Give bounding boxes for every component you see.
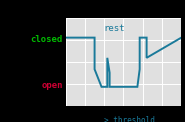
Text: closed: closed [31, 35, 63, 44]
Text: rest: rest [103, 24, 125, 33]
Text: open: open [41, 81, 63, 90]
Text: > threshold: > threshold [104, 116, 155, 122]
